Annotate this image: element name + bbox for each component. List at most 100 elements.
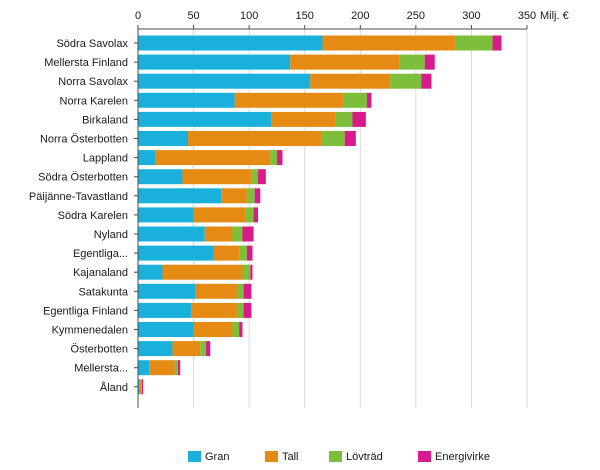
bar-segment-energivirke xyxy=(492,35,502,51)
bar-segment-lövträd xyxy=(246,188,255,204)
bar-segment-lövträd xyxy=(343,92,367,108)
bar-segment-gran xyxy=(138,131,189,146)
bar-segment-lövträd xyxy=(399,54,425,70)
legend-label: Tall xyxy=(282,451,299,463)
bar-segment-gran xyxy=(138,245,214,261)
category-label: Kajanaland xyxy=(73,267,128,279)
bar-segment-tall xyxy=(195,283,237,299)
bar-segment-energivirke xyxy=(258,169,266,185)
legend-label: Gran xyxy=(205,451,229,463)
bar-segment-energivirke xyxy=(352,111,366,127)
bar-segment-lövträd xyxy=(335,111,353,127)
bar-segment-lövträd xyxy=(174,360,179,376)
bar-segment-energivirke xyxy=(276,150,283,166)
bar-segment-tall xyxy=(193,207,246,223)
bar-segment-lövträd xyxy=(251,169,259,185)
bar-segment-gran xyxy=(138,322,194,337)
bar-segment-gran xyxy=(138,264,163,280)
unit-label: Milj. € xyxy=(540,10,569,22)
bar-segment-gran xyxy=(138,283,196,299)
category-label: Norra Karelen xyxy=(60,95,128,107)
category-label: Kymmenedalen xyxy=(52,325,128,337)
bar-segment-lövträd xyxy=(245,207,254,223)
bar-segment-tall xyxy=(322,35,456,51)
bar-segment-gran xyxy=(138,360,150,376)
bar-segment-lövträd xyxy=(390,73,422,89)
bar-segment-gran xyxy=(138,111,272,127)
bar-segment-tall xyxy=(271,111,336,127)
category-label: Egentliga... xyxy=(73,248,128,260)
bar-segment-tall xyxy=(310,73,391,89)
bar-segment-energivirke xyxy=(243,283,252,299)
bar-segment-lövträd xyxy=(455,35,493,51)
bar-segment-gran xyxy=(138,35,323,51)
legend-swatch xyxy=(265,451,278,462)
bar-segment-energivirke xyxy=(344,131,356,146)
bar-segment-gran xyxy=(138,92,235,108)
x-tick-label: 150 xyxy=(296,10,314,22)
bar-segment-lövträd xyxy=(232,226,243,242)
bar-segment-gran xyxy=(138,379,140,395)
bar-segment-lövträd xyxy=(321,131,345,146)
x-tick-label: 50 xyxy=(187,10,199,22)
bar-segment-tall xyxy=(221,188,247,204)
bar-segment-lövträd xyxy=(200,341,206,357)
x-tick-label: 250 xyxy=(407,10,425,22)
bar-segment-energivirke xyxy=(141,379,144,395)
bar-segment-tall xyxy=(191,302,237,318)
bar-segment-tall xyxy=(193,322,233,337)
legend-swatch xyxy=(188,451,201,462)
bar-segment-tall xyxy=(172,341,201,357)
category-label: Birkaland xyxy=(82,114,128,126)
legend-label: Lövträd xyxy=(346,451,383,463)
bar-segment-energivirke xyxy=(421,73,432,89)
bar-segment-gran xyxy=(138,226,205,242)
labels: 0 50 100 150 200 250 300 350 Södra Savolax Meller… xyxy=(29,10,536,394)
category-label: Österbotten xyxy=(71,344,128,356)
category-label: Nyland xyxy=(94,229,128,241)
bar-segment-gran xyxy=(138,207,194,223)
bar-segment-gran xyxy=(138,341,173,357)
bar-segment-energivirke xyxy=(242,226,254,242)
bar-segment-lövträd xyxy=(236,302,244,318)
category-label: Södra Österbotten xyxy=(38,172,128,184)
bar-segment-tall xyxy=(155,150,271,166)
category-label: Södra Karelen xyxy=(58,210,128,222)
bar-segment-tall xyxy=(213,245,240,261)
bar-segment-lövträd xyxy=(141,379,142,395)
bar-segment-tall xyxy=(182,169,252,185)
x-tick-label: 300 xyxy=(462,10,480,22)
legend-swatch xyxy=(329,451,342,462)
bar-segment-energivirke xyxy=(205,341,211,357)
axes xyxy=(134,25,528,408)
bar-segment-gran xyxy=(138,150,156,166)
bar-segment-gran xyxy=(138,169,183,185)
x-tick-label: 0 xyxy=(135,10,141,22)
bars xyxy=(138,35,502,395)
x-tick-label: 350 xyxy=(518,10,536,22)
bar-segment-energivirke xyxy=(250,264,253,280)
bar-segment-gran xyxy=(138,54,291,70)
category-label: Mellersta... xyxy=(74,363,128,375)
category-label: Åland xyxy=(100,381,128,394)
category-label: Södra Savolax xyxy=(56,38,128,50)
category-label: Egentliga Finland xyxy=(43,305,128,317)
category-label: Lappland xyxy=(83,153,128,165)
bar-segment-lövträd xyxy=(236,283,244,299)
bar-segment-lövträd xyxy=(232,322,240,337)
legend-swatch xyxy=(418,451,431,462)
bar-segment-lövträd xyxy=(242,264,251,280)
bar-segment-lövträd xyxy=(270,150,277,166)
bar-segment-tall xyxy=(290,54,400,70)
bar-segment-tall xyxy=(234,92,344,108)
bar-segment-tall xyxy=(149,360,175,376)
bar-segment-lövträd xyxy=(239,245,247,261)
x-tick-label: 200 xyxy=(351,10,369,22)
bar-segment-energivirke xyxy=(178,360,181,376)
bar-segment-tall xyxy=(162,264,243,280)
bar-segment-gran xyxy=(138,188,222,204)
bar-segment-energivirke xyxy=(253,207,259,223)
category-label: Satakunta xyxy=(78,286,128,298)
